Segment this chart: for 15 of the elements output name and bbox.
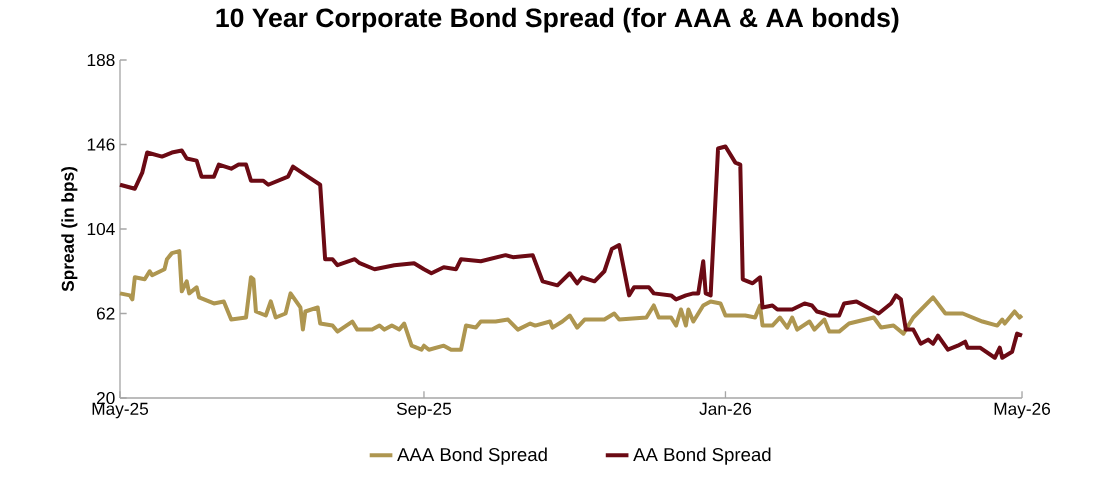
legend-label: AA Bond Spread — [633, 447, 771, 465]
y-tick-label: 104 — [87, 222, 115, 236]
y-tick-label: 146 — [87, 138, 115, 151]
y-tick-label: 62 — [96, 307, 115, 320]
y-axis-title: Spread (in bps) — [61, 167, 78, 292]
x-tick-label: Sep-25 — [396, 402, 452, 419]
y-tick-label: 188 — [87, 53, 115, 67]
legend-label: AAA Bond Spread — [397, 447, 547, 465]
y-tick-label: 20 — [96, 391, 115, 405]
line-series — [118, 144, 1025, 360]
x-tick-label: May-26 — [994, 402, 1051, 419]
chart-title: 10 Year Corporate Bond Spread (for AAA & AA bonds) — [216, 7, 899, 33]
x-tick-label: Jan-26 — [699, 402, 752, 415]
line-series — [118, 249, 1025, 352]
x-tick-label: May-25 — [92, 402, 149, 419]
